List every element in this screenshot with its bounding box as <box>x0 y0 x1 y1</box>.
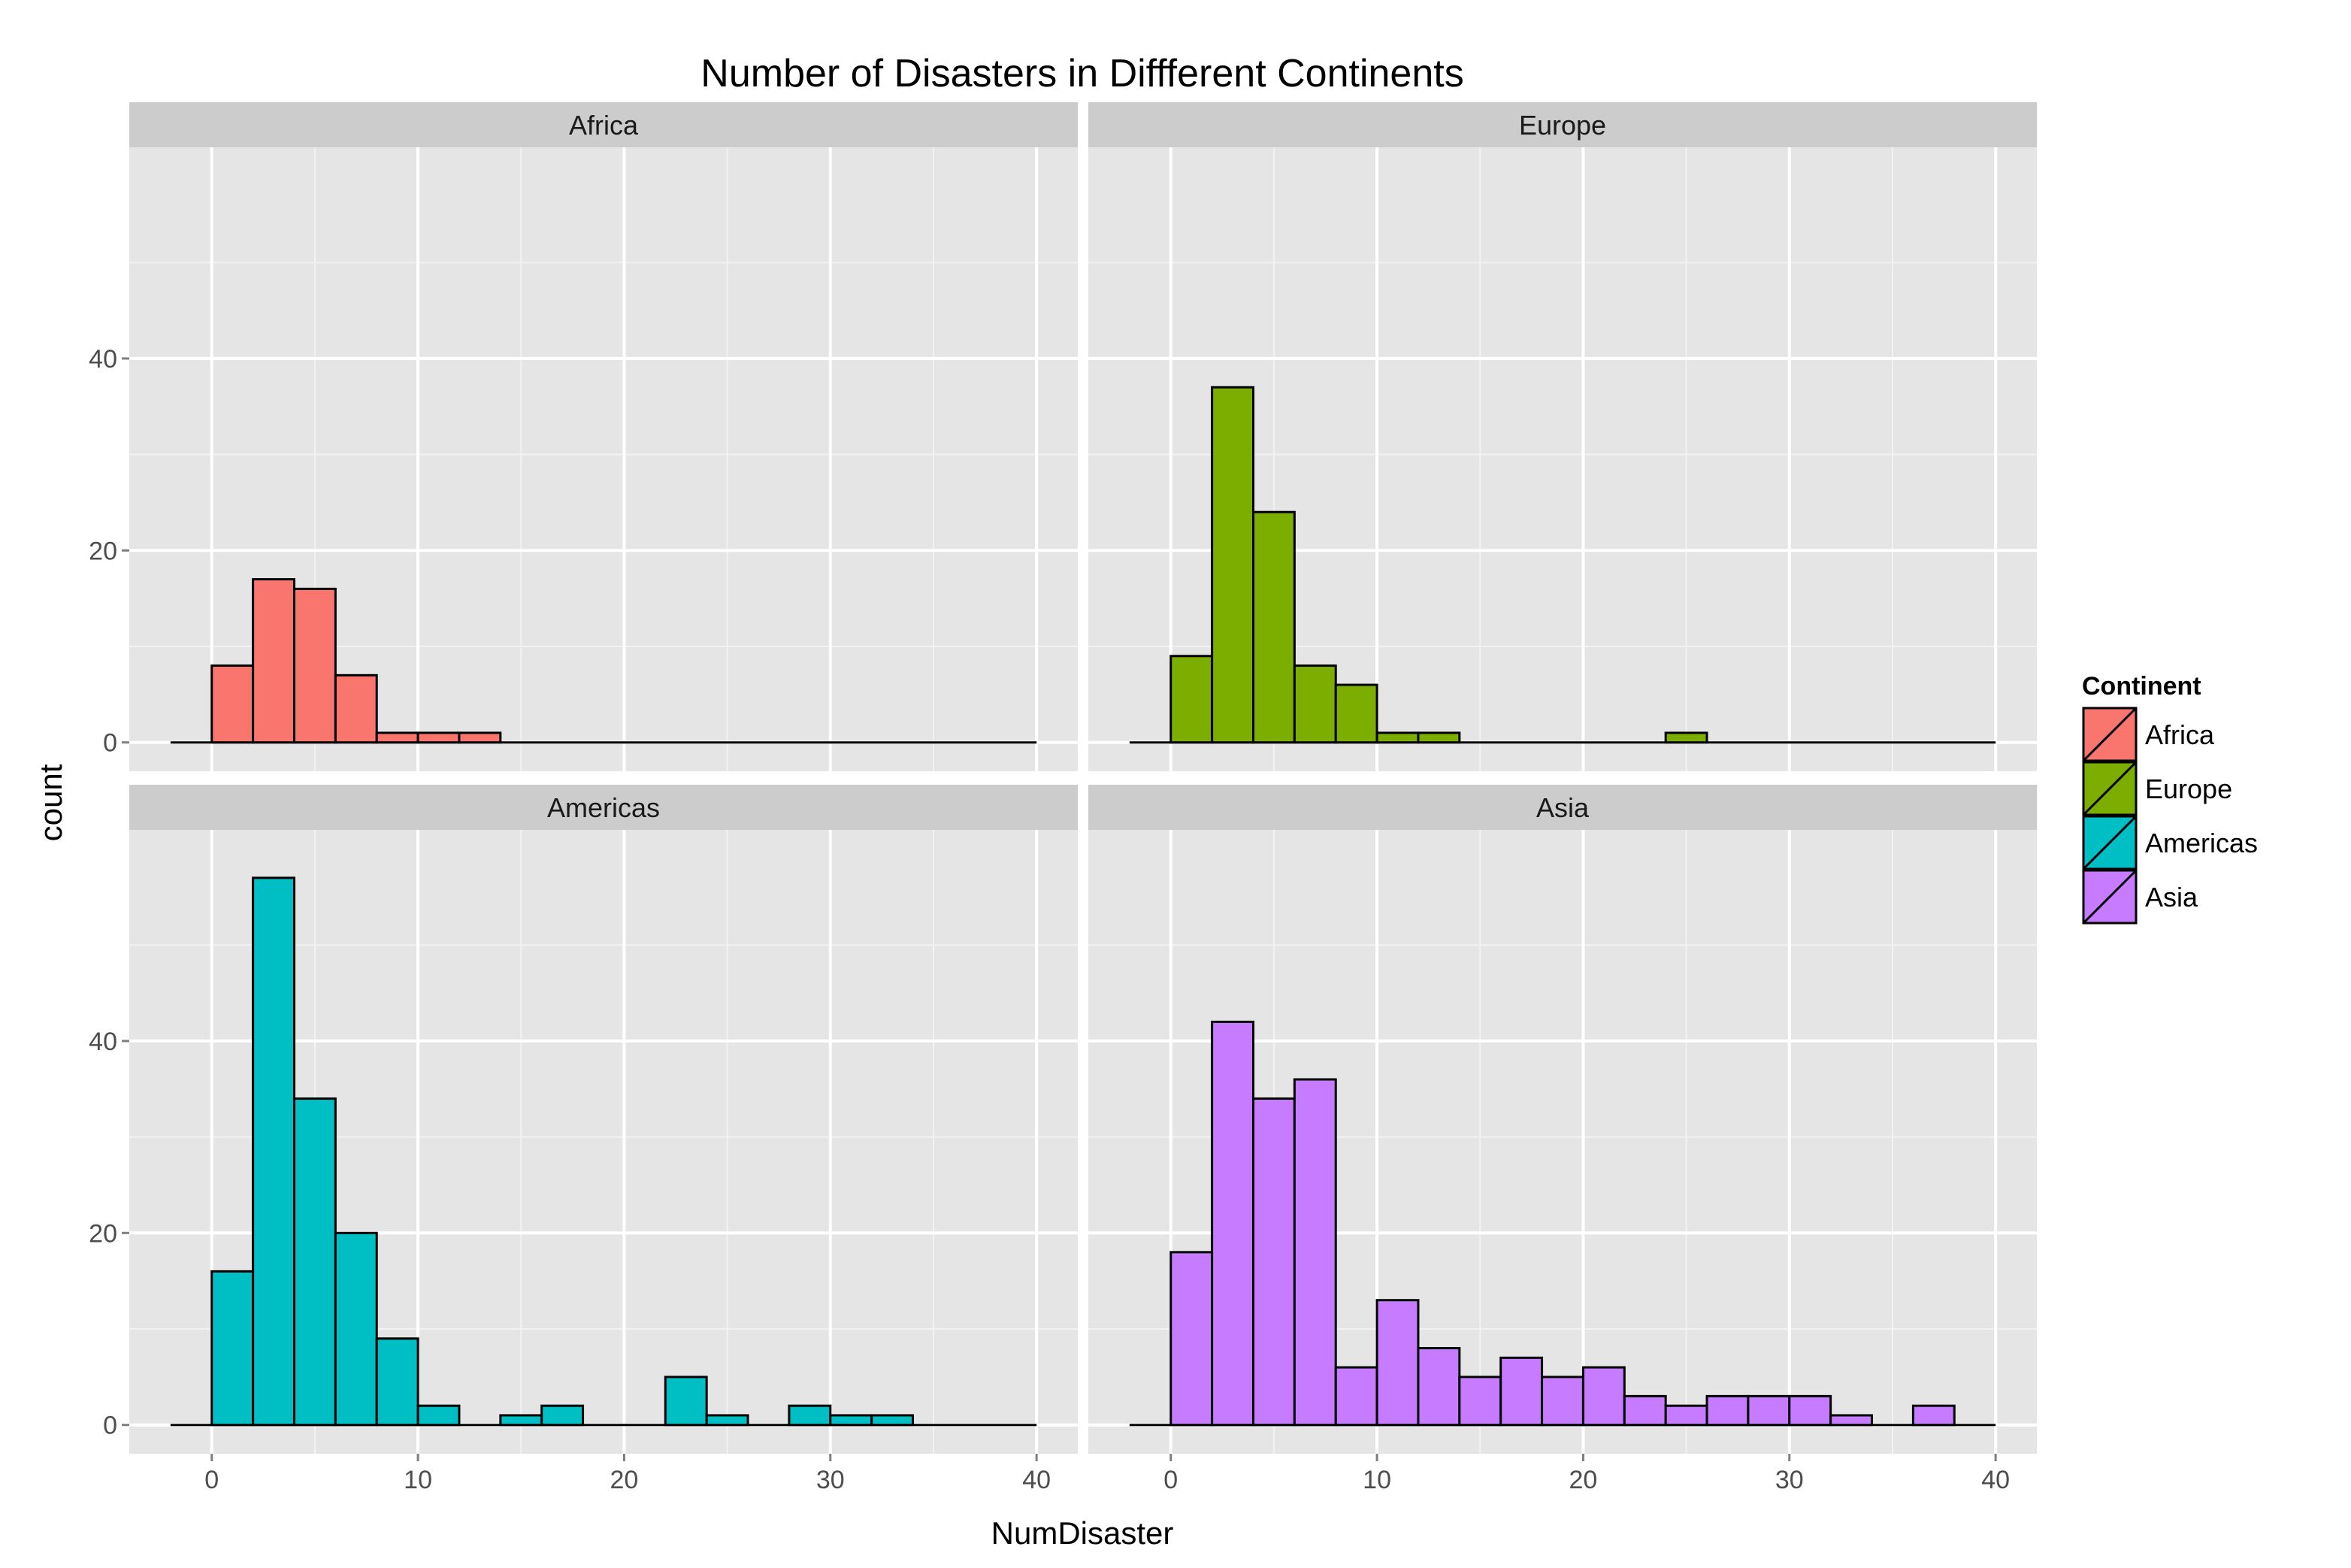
legend-entries: Africa Europe Americas Asia <box>2082 707 2258 925</box>
legend: Continent Africa Europe Americas Asia <box>2082 672 2258 925</box>
histogram-bar <box>1375 1299 1420 1427</box>
legend-label: Europe <box>2145 773 2232 804</box>
histogram-bar <box>375 1337 419 1427</box>
facet-strip-africa <box>129 102 1078 147</box>
facet-strip-label-asia: Asia <box>1536 792 1590 823</box>
legend-entry-americas: Americas <box>2082 815 2258 870</box>
histogram-bar <box>1375 731 1420 744</box>
legend-swatch-slash <box>2082 815 2138 870</box>
histogram-bar <box>1293 1078 1337 1427</box>
chart-title: Number of Disasters in Diffferent Contin… <box>700 52 1463 95</box>
x-tick-label: 30 <box>816 1466 845 1494</box>
legend-swatch-slash <box>2082 869 2138 925</box>
legend-entry-europe: Europe <box>2082 761 2232 816</box>
facet-strip-americas <box>129 785 1078 830</box>
facet-panel-europe: Europe <box>1088 102 2037 771</box>
histogram-bar <box>1334 683 1378 744</box>
facet-strip-europe <box>1088 102 2037 147</box>
facet-strip-label-europe: Europe <box>1519 110 1606 141</box>
histogram-bar <box>375 731 419 744</box>
histogram-bar <box>334 1231 378 1427</box>
x-tick-label: 0 <box>1163 1466 1178 1494</box>
y-tick-label: 0 <box>103 729 117 758</box>
x-tick-label: 0 <box>204 1466 219 1494</box>
legend-swatch-slash <box>2082 707 2138 762</box>
histogram-bar <box>458 731 502 744</box>
x-tick-label: 30 <box>1775 1466 1804 1494</box>
legend-title: Continent <box>2082 672 2201 701</box>
histogram-bar <box>829 1414 873 1427</box>
legend-label: Americas <box>2145 828 2258 858</box>
histogram-bar <box>252 578 295 744</box>
histogram-bar <box>1211 1020 1254 1427</box>
histogram-bar <box>1788 1394 1832 1427</box>
histogram-bar <box>1829 1414 1874 1427</box>
histogram-bar <box>1581 1366 1626 1427</box>
histogram-bar <box>334 674 378 744</box>
x-tick-label: 40 <box>1022 1466 1051 1494</box>
facet-strip-label-africa: Africa <box>569 110 639 141</box>
histogram-bar <box>292 587 337 744</box>
histogram-bar <box>540 1404 585 1427</box>
histogram-bar <box>1417 1347 1461 1427</box>
histogram-bar <box>1458 1376 1502 1427</box>
facet-strip-label-americas: Americas <box>547 792 660 823</box>
histogram-bar <box>210 1270 255 1427</box>
legend-entry-africa: Africa <box>2082 707 2215 762</box>
histogram-bar <box>664 1376 708 1427</box>
histogram-bar <box>1251 1097 1296 1427</box>
histogram-bar <box>705 1414 749 1427</box>
histogram-bar <box>1251 510 1296 744</box>
histogram-bar <box>252 876 295 1427</box>
histogram-bar <box>1747 1394 1791 1427</box>
histogram-bar <box>1705 1394 1750 1427</box>
legend-label: Africa <box>2145 719 2215 750</box>
histogram-bar <box>1211 386 1254 744</box>
y-tick-label: 40 <box>89 345 117 374</box>
histogram-bar <box>292 1097 337 1427</box>
x-tick-label: 40 <box>1981 1466 2010 1494</box>
histogram-bar <box>1541 1376 1584 1427</box>
y-tick-label: 0 <box>103 1412 117 1440</box>
histogram-bar <box>210 664 255 744</box>
legend-swatch-slash <box>2082 761 2138 816</box>
histogram-bar <box>499 1414 543 1427</box>
legend-label: Asia <box>2145 882 2198 913</box>
y-tick-label: 20 <box>89 1219 117 1248</box>
histogram-bar <box>416 1404 461 1427</box>
y-tick-label: 20 <box>89 537 117 565</box>
x-tick-label: 20 <box>610 1466 639 1494</box>
x-tick-label: 20 <box>1569 1466 1598 1494</box>
histogram-bar <box>1623 1394 1667 1427</box>
facet-panel-africa: Africa 0 20 40 <box>89 102 1078 771</box>
legend-entry-asia: Asia <box>2082 869 2198 925</box>
facet-panel-asia: Asia 0 10 20 30 40 <box>1088 785 2037 1494</box>
histogram-bar <box>1169 655 1214 744</box>
histogram-bar <box>1664 1404 1708 1427</box>
y-tick-label: 40 <box>89 1028 117 1056</box>
x-axis-title: NumDisaster <box>991 1515 1174 1551</box>
histogram-bar <box>1911 1404 1956 1427</box>
histogram-bar <box>788 1404 832 1427</box>
histogram-bar <box>1169 1251 1214 1427</box>
x-tick-label: 10 <box>1363 1466 1391 1494</box>
histogram-bar <box>1293 664 1337 744</box>
histogram-bar <box>1417 731 1461 744</box>
histogram-bar <box>1334 1366 1378 1427</box>
histogram-bar <box>870 1414 915 1427</box>
facet-panel-americas: Americas 0 20 40 0 10 20 30 40 <box>89 785 1078 1494</box>
histogram-bar <box>1664 731 1708 744</box>
histogram-bar <box>416 731 461 744</box>
x-tick-label: 10 <box>404 1466 432 1494</box>
histogram-bar <box>1499 1356 1544 1427</box>
y-axis-title: count <box>33 764 68 841</box>
facet-strip-asia <box>1088 785 2037 830</box>
